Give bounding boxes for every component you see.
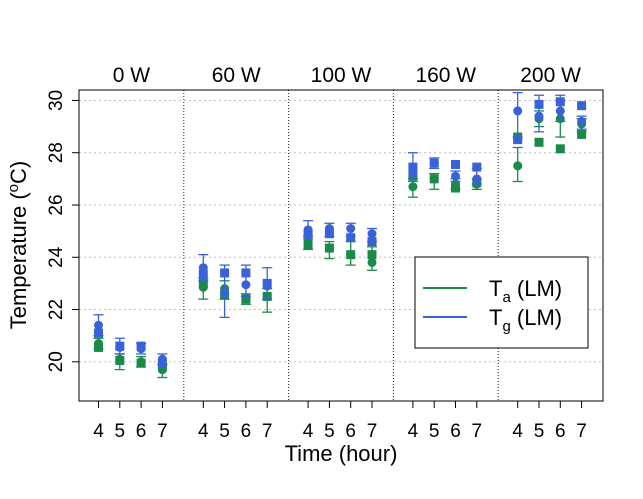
x-tick-label: 5 <box>115 421 126 442</box>
x-tick-label: 5 <box>324 421 335 442</box>
ta-circle-marker <box>115 354 125 364</box>
ta-square-marker <box>367 250 377 260</box>
y-axis: 20 22 24 26 28 30 <box>46 90 79 372</box>
ta-circle-marker <box>408 182 418 192</box>
plot-frame <box>78 89 604 402</box>
tg-circle-marker <box>115 342 125 352</box>
tg-circle-marker <box>451 171 460 181</box>
tg-square-marker <box>408 162 418 172</box>
tg-circle-marker <box>324 224 334 234</box>
tg-square-marker <box>198 269 208 279</box>
tg-circle-marker <box>555 106 565 116</box>
ta-circle-marker <box>513 161 523 171</box>
tg-circle-marker <box>513 106 523 116</box>
panel-label: 0 W <box>113 64 151 87</box>
y-tick-label: 20 <box>46 351 67 372</box>
tg-square-marker <box>324 229 334 239</box>
tg-circle-marker <box>408 169 418 179</box>
tg-circle-marker <box>136 344 146 354</box>
tg-circle-marker <box>429 158 439 168</box>
panel-separators <box>183 90 499 401</box>
ta-circle-marker <box>198 282 208 292</box>
data-points <box>93 91 587 379</box>
tg-circle-marker <box>534 111 544 121</box>
tg-square-marker <box>220 268 230 278</box>
x-tick-label: 6 <box>136 421 147 442</box>
tg-square-marker <box>555 97 565 107</box>
panel-label: 200 W <box>520 64 581 87</box>
legend: Ta (LM) Tg (LM) <box>414 256 589 349</box>
x-tick-label: 7 <box>157 421 168 442</box>
tg-square-marker <box>577 101 587 111</box>
tg-square-marker <box>346 233 356 243</box>
legend-label-ta: Ta (LM) <box>489 276 562 306</box>
tg-square-marker <box>94 328 103 338</box>
tg-circle-marker <box>262 281 272 291</box>
legend-box <box>414 256 589 349</box>
y-tick-label: 30 <box>46 90 67 111</box>
tg-circle-marker <box>157 354 167 364</box>
ta-square-marker <box>534 137 544 147</box>
panel-label: 100 W <box>311 64 372 87</box>
tg-square-marker <box>534 99 544 109</box>
legend-label-tg: Tg (LM) <box>489 305 562 335</box>
tg-circle-marker <box>577 116 587 126</box>
tg-circle-marker <box>220 288 230 298</box>
panel-labels: 0 W 60 W 100 W 160 W 200 W <box>113 64 581 87</box>
tg-square-marker <box>241 268 251 278</box>
tg-square-marker <box>472 162 482 172</box>
x-tick-label: 4 <box>512 421 523 442</box>
x-tick-label: 4 <box>408 421 419 442</box>
ta-circle-marker <box>429 174 439 184</box>
y-axis-title-superscript: o <box>5 184 22 192</box>
panel-label: 160 W <box>415 64 476 87</box>
y-tick-label: 26 <box>46 194 67 215</box>
tg-circle-marker <box>198 263 208 273</box>
y-tick-label: 22 <box>46 299 67 320</box>
y-tick-label: 24 <box>46 246 67 268</box>
x-tick-label: 7 <box>472 421 483 442</box>
x-axis-title: Time (hour) <box>285 441 398 466</box>
x-tick-label: 7 <box>576 421 587 442</box>
x-tick-label: 6 <box>345 421 356 442</box>
x-tick-label: 7 <box>367 421 378 442</box>
ta-circle-marker <box>94 339 103 349</box>
tg-circle-marker <box>94 320 103 330</box>
panel-label: 60 W <box>212 64 261 87</box>
x-tick-label: 4 <box>93 421 104 442</box>
tg-circle-marker <box>367 229 377 239</box>
x-tick-label: 6 <box>241 421 252 442</box>
y-axis-title: Temperature (oC) <box>5 161 31 330</box>
x-tick-label: 5 <box>219 421 230 442</box>
ta-circle-marker <box>324 243 334 253</box>
x-tick-label: 5 <box>429 421 440 442</box>
tg-circle-marker <box>303 225 313 235</box>
tg-circle-marker <box>472 174 482 184</box>
tg-square-marker <box>513 135 523 145</box>
x-tick-label: 4 <box>303 421 314 442</box>
tg-square-marker <box>367 237 377 247</box>
tg-circle-marker <box>241 280 251 290</box>
x-tick-label: 4 <box>198 421 209 442</box>
ta-circle-marker <box>346 250 356 260</box>
ta-circle-marker <box>136 357 146 367</box>
x-tick-label: 6 <box>450 421 461 442</box>
x-tick-label: 6 <box>555 421 566 442</box>
x-tick-label: 5 <box>534 421 545 442</box>
y-tick-label: 28 <box>46 142 67 163</box>
tg-circle-marker <box>346 224 356 234</box>
ta-square-marker <box>577 129 587 139</box>
ta-circle-marker <box>367 257 377 267</box>
tg-square-marker <box>451 159 460 169</box>
ta-square-marker <box>555 144 565 154</box>
x-tick-label: 7 <box>262 421 273 442</box>
